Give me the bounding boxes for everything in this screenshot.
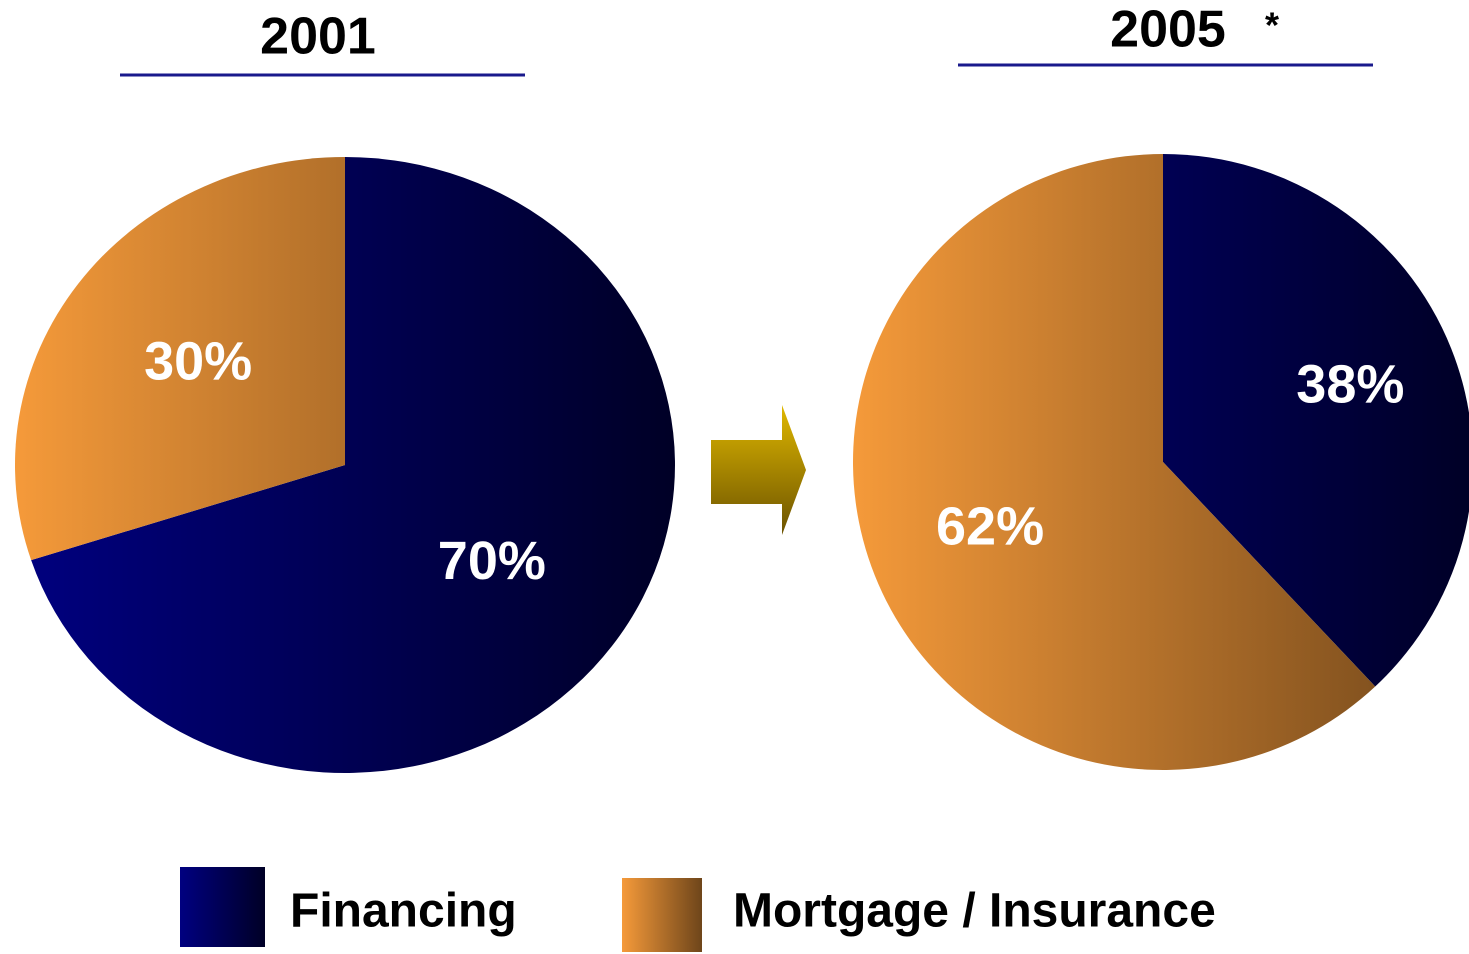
- data-label: 62%: [936, 496, 1044, 556]
- pie-slice: [14, 157, 346, 561]
- chart-title: 2005: [1110, 1, 1226, 59]
- annotation: *: [1265, 5, 1279, 46]
- pie-slice: [31, 157, 675, 773]
- pie-slice: [852, 154, 1376, 770]
- legend-swatch: [180, 867, 265, 947]
- legend-label: Financing: [290, 885, 517, 938]
- pie-slice: [1163, 154, 1469, 687]
- data-label: 38%: [1296, 355, 1404, 415]
- legend-swatch: [622, 878, 702, 952]
- data-label: 30%: [144, 332, 252, 392]
- arrow: [711, 405, 806, 535]
- legend-label: Mortgage / Insurance: [733, 885, 1216, 938]
- data-label: 70%: [438, 531, 546, 591]
- chart-title: 2001: [260, 8, 376, 66]
